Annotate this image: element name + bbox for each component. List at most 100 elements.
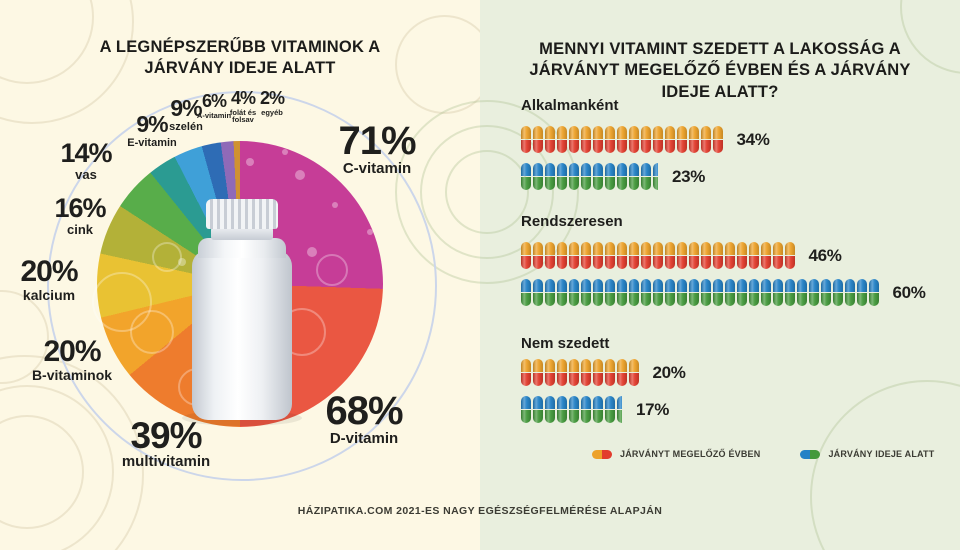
- slice-value: 2%: [259, 88, 285, 108]
- slice-value: 16%: [54, 193, 106, 223]
- pill-group: [521, 279, 879, 306]
- pie-slice-label-e-vitamin: 9% E-vitamin: [127, 111, 177, 149]
- source-note: HÁZIPATIKA.COM 2021-ES NAGY EGÉSZSÉGFELM…: [297, 505, 663, 517]
- slice-value: 4%: [230, 88, 256, 108]
- pill-icon: [737, 242, 747, 269]
- pill-icon: [605, 163, 615, 190]
- pill-icon: [821, 279, 831, 306]
- decorative-circle: [810, 380, 960, 550]
- pill-icon: [581, 396, 591, 423]
- slice-value: 9%: [136, 111, 168, 137]
- vitamin-bottle-neck: [198, 238, 286, 258]
- pill-icon: [785, 279, 795, 306]
- pill-icon: [557, 126, 567, 153]
- pill-icon: [809, 279, 819, 306]
- legend-pill-icon: [592, 449, 612, 459]
- pill-icon: [617, 126, 627, 153]
- pill-icon: [773, 279, 783, 306]
- pill-icon: [557, 359, 567, 386]
- legend-item-j-rv-nyt-megel-z-vben: JÁRVÁNYT MEGELŐZŐ ÉVBEN: [592, 449, 760, 459]
- pill-icon: [569, 396, 579, 423]
- pie-slice-label-fol-t-s-folsav: 4% folát és folsav: [226, 88, 260, 124]
- pill-icon: [653, 163, 658, 190]
- pill-icon: [833, 279, 843, 306]
- slice-value: 39%: [130, 415, 202, 456]
- pill-group: [521, 396, 622, 423]
- pill-icon: [869, 279, 879, 306]
- pill-icon: [533, 396, 543, 423]
- pill-icon: [653, 126, 663, 153]
- pill-icon: [845, 279, 855, 306]
- pill-icon: [617, 163, 627, 190]
- pill-icon: [689, 126, 699, 153]
- decorative-arc: [47, 91, 437, 481]
- pill-icon: [653, 242, 663, 269]
- right-chart-title: MENNYI VITAMINT SZEDETT A LAKOSSÁG A JÁR…: [529, 40, 911, 101]
- slice-name: A-vitamin: [196, 111, 232, 121]
- slice-name: kalcium: [22, 286, 76, 303]
- pie-slice-label-c-vitamin: 71% C-vitamin: [338, 121, 416, 176]
- pill-icon: [521, 163, 531, 190]
- pill-icon: [629, 126, 639, 153]
- pill-icon: [713, 279, 723, 306]
- legend-pill-icon: [800, 449, 821, 459]
- pie-slice-label-multivitamin: 39% multivitamin: [121, 415, 211, 471]
- pictogram-row-before: 34%: [521, 126, 770, 153]
- pill-icon: [557, 396, 567, 423]
- pill-icon: [569, 359, 579, 386]
- pill-icon: [581, 242, 591, 269]
- pictogram-row-before: 46%: [521, 242, 842, 269]
- pill-icon: [533, 279, 543, 306]
- group-label-rendszeresen: Rendszeresen: [521, 213, 623, 230]
- pill-icon: [665, 126, 675, 153]
- pill-icon: [629, 279, 639, 306]
- pictogram-row-during: 23%: [521, 163, 705, 190]
- pill-icon: [569, 126, 579, 153]
- slice-name: cink: [66, 221, 94, 237]
- pill-icon: [581, 163, 591, 190]
- slice-value: 9%: [170, 95, 202, 121]
- slice-name: multivitamin: [121, 453, 211, 471]
- slice-name: vas: [75, 166, 97, 182]
- slice-name: B-vitaminok: [31, 366, 113, 383]
- slice-value: 6%: [201, 91, 227, 111]
- pill-icon: [725, 242, 735, 269]
- row-percentage: 60%: [892, 282, 926, 302]
- pill-icon: [569, 242, 579, 269]
- pill-icon: [653, 279, 663, 306]
- pill-icon: [665, 279, 675, 306]
- pill-icon: [749, 242, 759, 269]
- pill-icon: [533, 126, 543, 153]
- pill-icon: [605, 242, 615, 269]
- pill-icon: [677, 242, 687, 269]
- pill-icon: [593, 359, 603, 386]
- pill-icon: [593, 126, 603, 153]
- pill-icon: [581, 279, 591, 306]
- pill-icon: [641, 163, 651, 190]
- slice-value: 20%: [43, 335, 101, 368]
- group-label-alkalmank-nt: Alkalmanként: [521, 97, 619, 114]
- pill-icon: [689, 242, 699, 269]
- pill-icon: [689, 279, 699, 306]
- pill-icon: [665, 242, 675, 269]
- pill-icon: [641, 279, 651, 306]
- pill-icon: [713, 126, 723, 153]
- pill-icon: [773, 242, 783, 269]
- pie-slice-label-a-vitamin: 6% A-vitamin: [196, 91, 232, 121]
- pill-icon: [533, 242, 543, 269]
- pill-icon: [785, 242, 795, 269]
- pill-icon: [521, 396, 531, 423]
- pill-icon: [629, 359, 639, 386]
- pill-icon: [545, 126, 555, 153]
- row-percentage: 20%: [652, 362, 686, 382]
- pill-icon: [569, 279, 579, 306]
- pill-icon: [701, 126, 711, 153]
- row-percentage: 17%: [636, 399, 670, 419]
- pill-icon: [701, 279, 711, 306]
- pill-group: [521, 126, 723, 153]
- pill-icon: [677, 279, 687, 306]
- pill-icon: [629, 163, 639, 190]
- half-pill-icon: [653, 163, 658, 190]
- pill-icon: [737, 279, 747, 306]
- row-percentage: 34%: [736, 129, 770, 149]
